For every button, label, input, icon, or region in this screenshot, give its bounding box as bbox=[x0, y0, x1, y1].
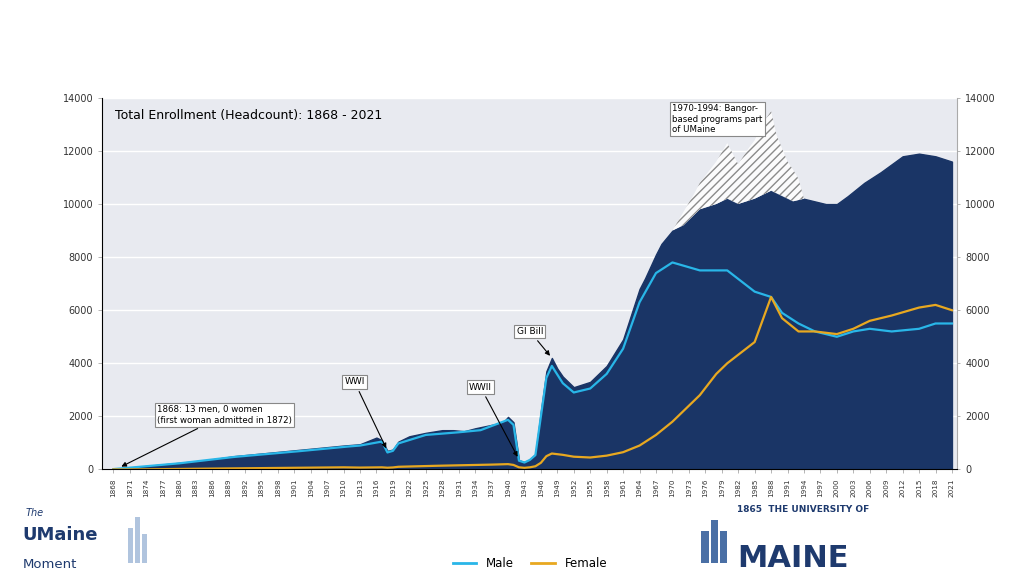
Text: The: The bbox=[26, 507, 44, 517]
Bar bbox=[142, 535, 147, 563]
Text: 1970-1994: Bangor-
based programs part
of UMaine: 1970-1994: Bangor- based programs part o… bbox=[673, 104, 763, 134]
Text: WWII: WWII bbox=[469, 382, 517, 456]
Bar bbox=[711, 520, 718, 563]
Bar bbox=[128, 528, 133, 563]
Text: GI Bill: GI Bill bbox=[517, 327, 549, 355]
Bar bbox=[135, 517, 140, 563]
Text: MAINE: MAINE bbox=[737, 544, 849, 573]
Legend: Male, Female: Male, Female bbox=[447, 552, 612, 575]
Text: WWI: WWI bbox=[344, 377, 386, 447]
Text: Total Enrollment (Headcount): 1868 - 2021: Total Enrollment (Headcount): 1868 - 202… bbox=[116, 109, 383, 122]
Bar bbox=[720, 531, 727, 563]
Text: Moment: Moment bbox=[23, 558, 77, 571]
Text: 1865  THE UNIVERSITY OF: 1865 THE UNIVERSITY OF bbox=[737, 505, 869, 514]
Text: UMaine’s Black Bear Population Reaches Record High: UMaine’s Black Bear Population Reaches R… bbox=[217, 29, 807, 48]
Text: 1868: 13 men, 0 women
(first woman admitted in 1872): 1868: 13 men, 0 women (first woman admit… bbox=[123, 406, 292, 466]
Text: UMaine: UMaine bbox=[23, 526, 98, 544]
Bar bbox=[701, 531, 709, 563]
